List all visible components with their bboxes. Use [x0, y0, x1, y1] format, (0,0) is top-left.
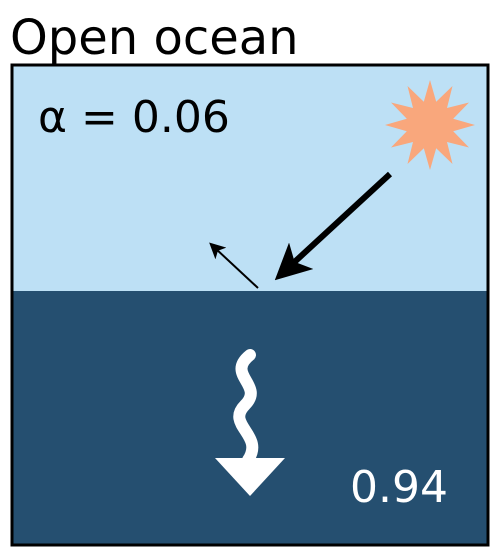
frame	[10, 63, 490, 547]
absorbed-arrowhead	[215, 458, 285, 496]
sky	[12, 65, 488, 291]
incoming-arrow	[274, 171, 393, 281]
albedo-label: α = 0.06	[38, 92, 230, 143]
absorbed-label: 0.94	[350, 462, 448, 513]
ocean	[12, 291, 488, 545]
reflected-arrow	[209, 242, 259, 289]
title: Open ocean	[10, 10, 299, 66]
sun	[385, 80, 475, 170]
absorbed-squiggle	[233, 349, 259, 466]
